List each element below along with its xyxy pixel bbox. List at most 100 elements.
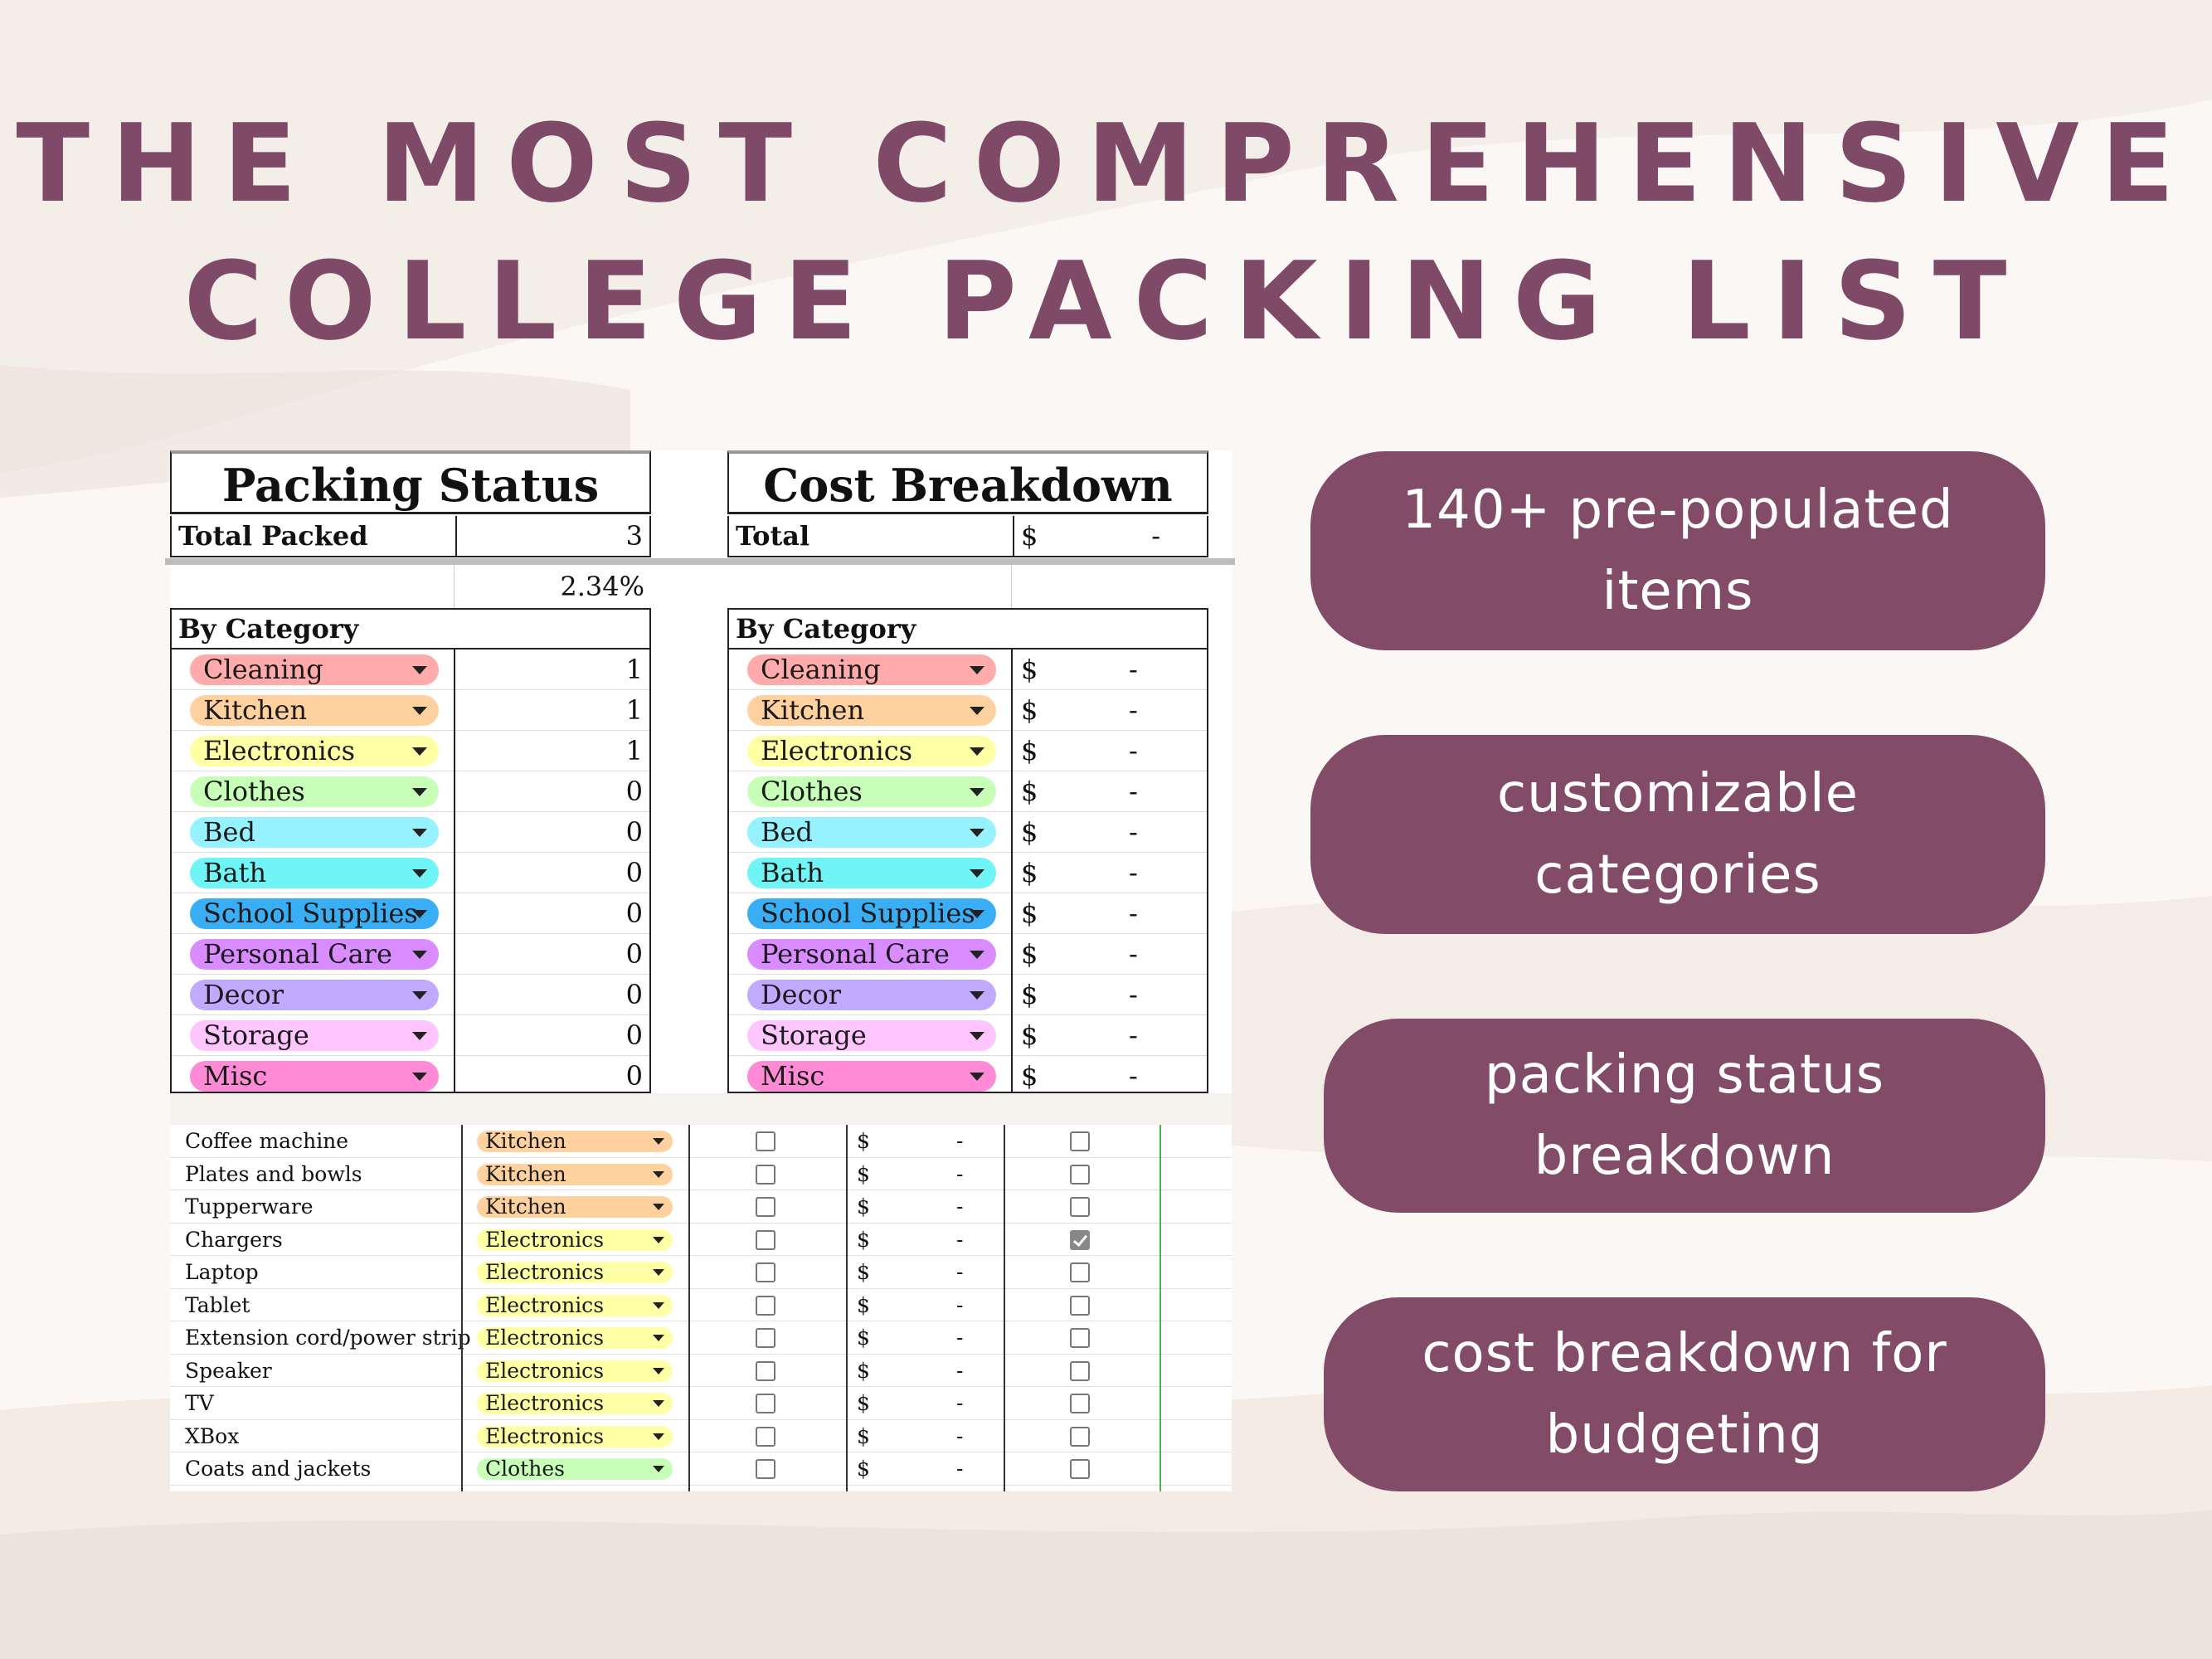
packed-checkbox[interactable] bbox=[1070, 1131, 1090, 1151]
cost-category-dropdown[interactable]: Bed bbox=[747, 817, 996, 848]
item-cost[interactable]: - bbox=[956, 1161, 964, 1186]
dropdown-arrow-icon bbox=[412, 1032, 427, 1040]
packed-checkbox[interactable] bbox=[1070, 1295, 1090, 1316]
item-category-dropdown[interactable]: Electronics bbox=[477, 1360, 673, 1382]
category-dropdown[interactable]: Misc bbox=[190, 1061, 439, 1092]
category-dropdown[interactable]: Personal Care bbox=[190, 939, 439, 970]
category-label: Personal Care bbox=[761, 938, 950, 970]
dropdown-arrow-icon bbox=[970, 1073, 984, 1081]
category-label: Electronics bbox=[761, 735, 913, 766]
total-cost-row: Total $ - bbox=[727, 516, 1208, 557]
item-cost[interactable]: - bbox=[956, 1227, 964, 1252]
item-category-dropdown[interactable]: Electronics bbox=[477, 1327, 673, 1349]
item-cost[interactable]: - bbox=[956, 1260, 964, 1284]
category-count: 0 bbox=[625, 898, 643, 929]
cost-category-dropdown[interactable]: Clothes bbox=[747, 776, 996, 807]
item-row: Tupperware Kitchen $ - bbox=[170, 1190, 1232, 1224]
item-currency: $ bbox=[857, 1161, 870, 1186]
item-category-dropdown[interactable]: Kitchen bbox=[477, 1163, 673, 1185]
item-category-label: Electronics bbox=[485, 1358, 605, 1383]
category-dropdown[interactable]: Decor bbox=[190, 980, 439, 1010]
cost-category-dropdown[interactable]: Bath bbox=[747, 858, 996, 888]
item-category-dropdown[interactable]: Electronics bbox=[477, 1393, 673, 1414]
category-label: Clothes bbox=[203, 776, 305, 807]
category-dropdown[interactable]: Electronics bbox=[190, 736, 439, 766]
sheet-gap bbox=[170, 1093, 1232, 1125]
item-name: Speaker bbox=[185, 1358, 272, 1383]
purchased-checkbox[interactable] bbox=[756, 1197, 775, 1217]
item-category-dropdown[interactable]: Kitchen bbox=[477, 1131, 673, 1152]
item-category-dropdown[interactable]: Electronics bbox=[477, 1262, 673, 1283]
category-dropdown[interactable]: Cleaning bbox=[190, 654, 439, 685]
purchased-checkbox[interactable] bbox=[756, 1360, 775, 1381]
purchased-checkbox[interactable] bbox=[756, 1394, 775, 1413]
dropdown-arrow-icon bbox=[412, 788, 427, 796]
cost-currency: $ bbox=[1021, 694, 1038, 726]
feature-3-line-2: breakdown bbox=[1534, 1126, 1835, 1187]
category-row: School Supplies 0 bbox=[172, 893, 649, 934]
cost-category-row: Personal Care $ - bbox=[729, 934, 1207, 975]
packed-checkbox[interactable] bbox=[1070, 1459, 1090, 1479]
dropdown-arrow-icon bbox=[412, 951, 427, 959]
item-currency: $ bbox=[857, 1292, 870, 1317]
cost-category-dropdown[interactable]: Cleaning bbox=[747, 654, 996, 685]
packed-checkbox[interactable] bbox=[1070, 1262, 1090, 1282]
purchased-checkbox[interactable] bbox=[756, 1328, 775, 1348]
category-dropdown[interactable]: Kitchen bbox=[190, 695, 439, 726]
cost-category-dropdown[interactable]: Electronics bbox=[747, 736, 996, 766]
category-dropdown[interactable]: Clothes bbox=[190, 776, 439, 807]
packed-checkbox[interactable] bbox=[1070, 1360, 1090, 1381]
purchased-checkbox[interactable] bbox=[756, 1426, 775, 1447]
item-cost[interactable]: - bbox=[956, 1391, 964, 1415]
purchased-checkbox[interactable] bbox=[756, 1262, 775, 1282]
category-dropdown[interactable]: Storage bbox=[190, 1020, 439, 1051]
purchased-checkbox[interactable] bbox=[756, 1295, 775, 1316]
item-category-dropdown[interactable]: Clothes bbox=[477, 1458, 673, 1480]
item-cost[interactable]: - bbox=[956, 1358, 964, 1383]
cost-category-dropdown[interactable]: Kitchen bbox=[747, 695, 996, 726]
item-category-dropdown[interactable]: Kitchen bbox=[477, 1196, 673, 1218]
dropdown-arrow-icon bbox=[970, 869, 984, 878]
packed-checkbox[interactable] bbox=[1070, 1164, 1090, 1185]
item-cost[interactable]: - bbox=[956, 1129, 964, 1153]
item-cost[interactable]: - bbox=[956, 1423, 964, 1448]
category-row: Bed 0 bbox=[172, 812, 649, 853]
cost-category-dropdown[interactable]: School Supplies bbox=[747, 898, 996, 929]
category-label: School Supplies bbox=[203, 898, 418, 929]
cost-category-row: Cleaning $ - bbox=[729, 649, 1207, 690]
purchased-checkbox[interactable] bbox=[756, 1164, 775, 1185]
category-dropdown[interactable]: Bed bbox=[190, 817, 439, 848]
item-category-dropdown[interactable]: Electronics bbox=[477, 1425, 673, 1447]
cost-value: - bbox=[1129, 776, 1138, 807]
packed-checkbox[interactable] bbox=[1070, 1328, 1090, 1348]
category-dropdown[interactable]: Bath bbox=[190, 858, 439, 888]
item-row: Extension cord/power strip Electronics $ - bbox=[170, 1321, 1232, 1355]
packed-checkbox[interactable] bbox=[1070, 1229, 1090, 1250]
dropdown-arrow-icon bbox=[653, 1367, 664, 1374]
item-category-dropdown[interactable]: Electronics bbox=[477, 1294, 673, 1316]
purchased-checkbox[interactable] bbox=[756, 1229, 775, 1250]
headline-line-1: THE MOST COMPREHENSIVE bbox=[16, 100, 2196, 226]
item-cost[interactable]: - bbox=[956, 1292, 964, 1317]
packed-checkbox[interactable] bbox=[1070, 1426, 1090, 1447]
item-cost[interactable]: - bbox=[956, 1457, 964, 1481]
item-cost[interactable]: - bbox=[956, 1326, 964, 1350]
category-dropdown[interactable]: School Supplies bbox=[190, 898, 439, 929]
category-count: 0 bbox=[625, 816, 643, 848]
purchased-checkbox[interactable] bbox=[756, 1131, 775, 1151]
item-cost[interactable]: - bbox=[956, 1194, 964, 1219]
packed-checkbox[interactable] bbox=[1070, 1394, 1090, 1413]
item-category-label: Clothes bbox=[485, 1457, 565, 1481]
cost-category-dropdown[interactable]: Storage bbox=[747, 1020, 996, 1051]
cost-category-dropdown[interactable]: Decor bbox=[747, 980, 996, 1010]
total-cost-value: - bbox=[1151, 520, 1160, 552]
dropdown-arrow-icon bbox=[653, 1400, 664, 1407]
dropdown-arrow-icon bbox=[970, 707, 984, 715]
cost-category-dropdown[interactable]: Personal Care bbox=[747, 939, 996, 970]
item-category-label: Kitchen bbox=[485, 1129, 566, 1153]
category-label: Kitchen bbox=[203, 694, 308, 726]
purchased-checkbox[interactable] bbox=[756, 1459, 775, 1479]
cost-category-dropdown[interactable]: Misc bbox=[747, 1061, 996, 1092]
packed-checkbox[interactable] bbox=[1070, 1197, 1090, 1217]
item-category-dropdown[interactable]: Electronics bbox=[477, 1228, 673, 1251]
